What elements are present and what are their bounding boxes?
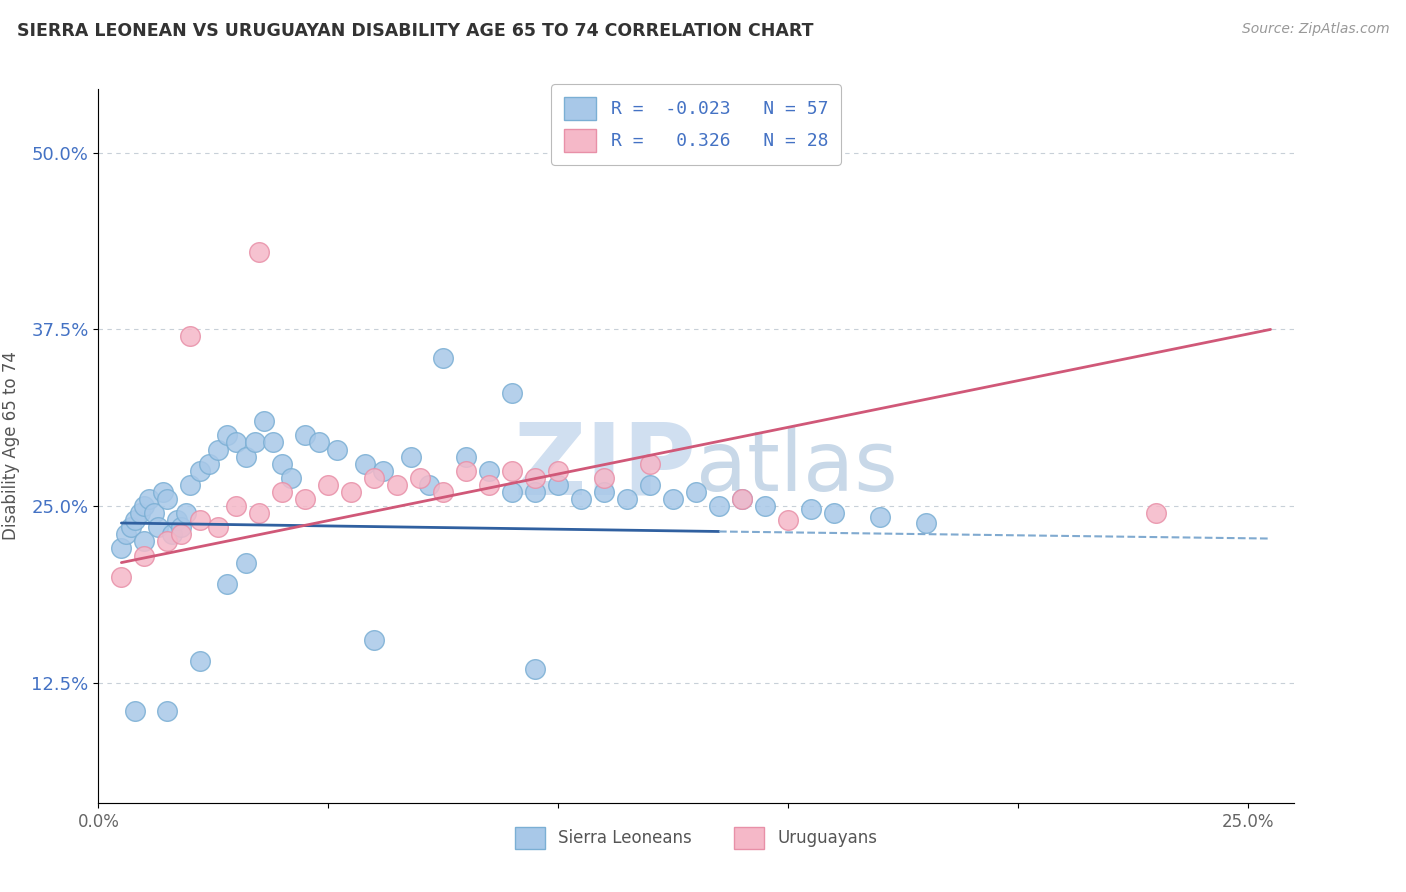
Point <box>308 435 330 450</box>
Point <box>524 662 547 676</box>
Point <box>373 464 395 478</box>
Point <box>225 499 247 513</box>
Point <box>138 491 160 506</box>
Point <box>207 520 229 534</box>
Point <box>124 704 146 718</box>
Text: Source: ZipAtlas.com: Source: ZipAtlas.com <box>1241 22 1389 37</box>
Point <box>593 484 616 499</box>
Point <box>179 478 201 492</box>
Point <box>156 534 179 549</box>
Point <box>110 541 132 556</box>
Point <box>776 513 799 527</box>
Point <box>170 520 193 534</box>
Point <box>456 450 478 464</box>
Point <box>262 435 284 450</box>
Point <box>247 506 270 520</box>
Point <box>197 457 219 471</box>
Point <box>148 520 170 534</box>
Point <box>152 484 174 499</box>
Point <box>399 450 422 464</box>
Point <box>326 442 349 457</box>
Point <box>501 464 523 478</box>
Point <box>110 570 132 584</box>
Point <box>188 655 211 669</box>
Point <box>160 527 183 541</box>
Point <box>409 471 432 485</box>
Point <box>478 478 501 492</box>
Point <box>188 513 211 527</box>
Point <box>166 513 188 527</box>
Point <box>188 464 211 478</box>
Point <box>217 576 239 591</box>
Legend: Sierra Leoneans, Uruguayans: Sierra Leoneans, Uruguayans <box>505 817 887 859</box>
Text: SIERRA LEONEAN VS URUGUAYAN DISABILITY AGE 65 TO 74 CORRELATION CHART: SIERRA LEONEAN VS URUGUAYAN DISABILITY A… <box>17 22 814 40</box>
Point <box>593 471 616 485</box>
Point <box>294 491 316 506</box>
Point <box>235 556 257 570</box>
Point <box>134 499 156 513</box>
Point <box>456 464 478 478</box>
Point <box>134 534 156 549</box>
Point <box>823 506 845 520</box>
Point <box>124 513 146 527</box>
Point <box>418 478 440 492</box>
Point <box>207 442 229 457</box>
Point <box>547 464 569 478</box>
Point <box>638 457 661 471</box>
Point <box>524 471 547 485</box>
Point <box>638 478 661 492</box>
Point <box>235 450 257 464</box>
Point <box>707 499 730 513</box>
Point <box>869 510 891 524</box>
Point <box>243 435 266 450</box>
Point <box>754 499 776 513</box>
Point <box>340 484 363 499</box>
Point <box>120 520 142 534</box>
Point <box>170 527 193 541</box>
Point <box>156 491 179 506</box>
Point <box>731 491 754 506</box>
Point <box>547 478 569 492</box>
Point <box>363 633 385 648</box>
Point <box>524 484 547 499</box>
Point <box>115 527 138 541</box>
Point <box>685 484 707 499</box>
Point <box>217 428 239 442</box>
Point <box>294 428 316 442</box>
Point <box>914 516 936 530</box>
Point <box>174 506 197 520</box>
Point <box>271 484 294 499</box>
Point <box>1144 506 1167 520</box>
Point <box>501 484 523 499</box>
Point <box>432 484 454 499</box>
Point <box>142 506 165 520</box>
Point <box>432 351 454 365</box>
Point <box>478 464 501 478</box>
Point <box>501 386 523 401</box>
Point <box>731 491 754 506</box>
Point <box>569 491 592 506</box>
Point <box>156 704 179 718</box>
Point <box>271 457 294 471</box>
Point <box>616 491 638 506</box>
Point <box>662 491 685 506</box>
Point <box>225 435 247 450</box>
Point <box>247 244 270 259</box>
Point <box>354 457 377 471</box>
Point <box>385 478 409 492</box>
Y-axis label: Disability Age 65 to 74: Disability Age 65 to 74 <box>3 351 20 541</box>
Point <box>316 478 339 492</box>
Point <box>280 471 302 485</box>
Point <box>363 471 385 485</box>
Point <box>800 501 823 516</box>
Point <box>179 329 201 343</box>
Text: atlas: atlas <box>696 427 897 508</box>
Point <box>134 549 156 563</box>
Point <box>128 506 150 520</box>
Text: ZIP: ZIP <box>513 419 696 516</box>
Point <box>253 414 276 428</box>
